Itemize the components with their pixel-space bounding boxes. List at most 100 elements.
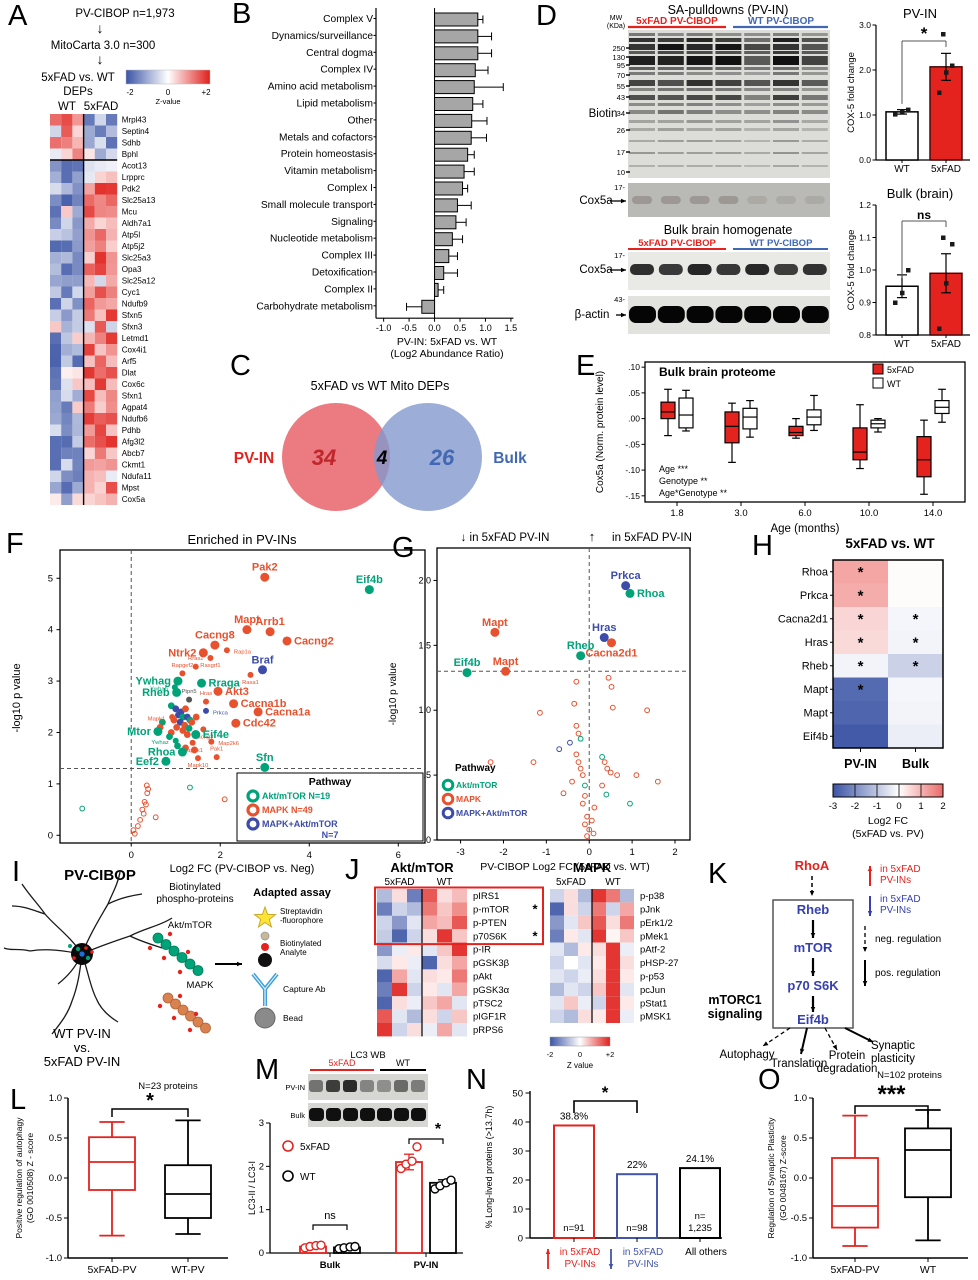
circle — [172, 737, 179, 744]
rect — [309, 1108, 324, 1121]
rect — [657, 120, 684, 123]
rect — [804, 196, 825, 204]
rect — [106, 137, 118, 149]
rect — [50, 240, 62, 252]
point-label: Cdc42 — [243, 718, 276, 730]
rect — [888, 583, 943, 607]
label: vs. — [74, 1040, 91, 1055]
circle — [221, 796, 228, 803]
rect — [72, 137, 84, 149]
label: * — [602, 1083, 609, 1102]
point-label: Rhoa — [637, 588, 665, 600]
gene-label: Ndufa11 — [122, 472, 152, 481]
mw-label: 34 — [617, 109, 625, 118]
rect — [657, 67, 684, 70]
rect — [744, 38, 771, 42]
rect — [629, 80, 655, 86]
rect — [657, 88, 684, 91]
rect — [773, 33, 799, 36]
label: Pathway — [455, 763, 496, 774]
mw-label: 250 — [612, 44, 625, 53]
panel-j-heatmaps: Akt/mTOR 5xFAD WT pIRS1 p-mTOR * p-PTEN p70S6K *… — [374, 860, 679, 1070]
gene-label: Sfxn5 — [122, 311, 143, 320]
circle — [185, 724, 193, 732]
circle — [200, 726, 207, 733]
row-label: pIRS1 — [473, 891, 499, 902]
point-label: Pak1 — [210, 747, 223, 753]
polygon — [867, 1037, 873, 1042]
rect — [801, 51, 828, 54]
row-label: pAkt — [473, 972, 492, 983]
neuron-branch — [107, 871, 121, 905]
panel-label-k: K — [708, 858, 728, 890]
circle — [441, 806, 455, 820]
rect — [452, 929, 467, 943]
circle — [166, 733, 173, 740]
label: Z value — [567, 1061, 594, 1070]
rect — [94, 470, 106, 482]
circle — [607, 769, 614, 776]
rect — [94, 390, 106, 402]
rect — [657, 128, 684, 131]
rect — [94, 217, 106, 229]
rect — [578, 982, 592, 997]
label: Bulk (brain) — [887, 186, 953, 201]
label: 5xFAD — [300, 1142, 330, 1153]
rect — [106, 148, 118, 160]
rect — [434, 80, 475, 95]
rect — [83, 229, 95, 241]
label: Capture Ab — [283, 984, 326, 994]
rect — [689, 196, 710, 204]
rect — [106, 171, 118, 183]
label: Genotype ** — [659, 476, 708, 486]
mw-label: 130 — [612, 53, 625, 62]
rect — [422, 889, 437, 903]
rect — [437, 956, 452, 970]
row-label: pIGF1R — [473, 1012, 506, 1023]
circle — [446, 1175, 456, 1185]
category-label: Vitamin metabolism — [284, 166, 373, 177]
rect — [83, 137, 95, 149]
circle — [603, 791, 610, 798]
label: 30 — [512, 1147, 523, 1158]
label: neg. regulation — [875, 934, 941, 945]
rect — [106, 309, 118, 321]
rect — [377, 1023, 392, 1037]
rect — [550, 1009, 564, 1023]
circle — [184, 958, 196, 970]
label: -2 — [547, 1050, 554, 1059]
label: 38.8% — [560, 1111, 588, 1122]
rect — [715, 33, 742, 36]
rect — [83, 183, 95, 195]
label: 5xFAD — [931, 339, 961, 350]
rect — [715, 56, 742, 65]
circle — [137, 816, 144, 823]
rect — [94, 367, 106, 379]
rect — [687, 264, 712, 275]
label: 0.0 — [49, 1173, 62, 1184]
rect — [421, 299, 436, 314]
category-label: Complex III — [321, 251, 373, 262]
label: * — [858, 564, 864, 581]
rect — [50, 321, 62, 333]
rect — [657, 56, 684, 65]
mw-label: 95 — [617, 61, 625, 70]
circle — [208, 738, 215, 745]
rect — [773, 80, 799, 86]
label: PV-INs — [880, 905, 911, 916]
rect — [801, 120, 828, 123]
panel-label-f: F — [6, 528, 24, 560]
circle — [246, 789, 260, 803]
label: -2 — [499, 847, 507, 858]
label: WT — [605, 877, 621, 888]
rect — [106, 160, 118, 172]
rect — [744, 95, 771, 100]
point-label: Rasa1 — [242, 680, 259, 686]
label: (Log2 Abundance Ratio) — [390, 348, 503, 360]
rect — [592, 915, 606, 930]
circle — [173, 676, 183, 686]
circle — [131, 830, 138, 837]
label: ↓ in 5xFAD PV-IN — [461, 532, 550, 544]
rect — [326, 1080, 340, 1092]
label: 5xFAD — [84, 101, 119, 113]
